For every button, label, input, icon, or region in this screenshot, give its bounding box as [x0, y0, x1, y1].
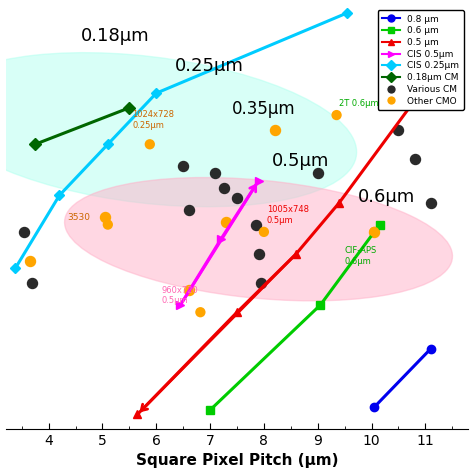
Other CMO [371, 228, 378, 236]
Text: 0.18μm: 0.18μm [81, 27, 149, 46]
Text: 0.25μm: 0.25μm [175, 57, 244, 75]
Other CMO [185, 286, 192, 294]
Ellipse shape [0, 53, 356, 207]
Point [197, 309, 204, 316]
Various CM [255, 250, 262, 257]
Various CM [185, 206, 192, 214]
Various CM [411, 155, 419, 163]
Point [104, 221, 111, 228]
Point [146, 140, 154, 148]
Various CM [212, 170, 219, 177]
Various CM [252, 221, 260, 228]
Text: CIF-APS
0.6μm: CIF-APS 0.6μm [345, 246, 377, 266]
Text: 0.5μm: 0.5μm [272, 152, 329, 170]
Legend: 0.8 μm, 0.6 μm, 0.5 μm, CIS 0.5μm, CIS 0.25μm, 0.18μm CM, Various CM, Other CMO: 0.8 μm, 0.6 μm, 0.5 μm, CIS 0.5μm, CIS 0… [378, 10, 464, 110]
Text: 1005x748
0.5μm: 1005x748 0.5μm [266, 205, 309, 225]
Text: 960x720
0.5μm: 960x720 0.5μm [162, 285, 199, 305]
Text: 1024x728
0.25μm: 1024x728 0.25μm [132, 110, 174, 130]
Point [260, 228, 268, 236]
Text: 0.6μm: 0.6μm [358, 188, 415, 206]
Various CM [381, 90, 389, 97]
Ellipse shape [64, 178, 453, 301]
Point [371, 228, 378, 236]
Various CM [233, 194, 241, 202]
Various CM [20, 228, 28, 236]
Various CM [314, 170, 321, 177]
Various CM [220, 184, 228, 192]
Various CM [257, 279, 265, 287]
Various CM [395, 126, 402, 134]
Text: 3530: 3530 [67, 213, 91, 222]
Other CMO [101, 213, 109, 221]
Point [333, 111, 340, 119]
X-axis label: Square Pixel Pitch (μm): Square Pixel Pitch (μm) [136, 454, 338, 468]
Other CMO [222, 218, 230, 226]
Other CMO [271, 126, 278, 134]
Other CMO [26, 257, 34, 265]
Text: 2T 0.6μm: 2T 0.6μm [339, 99, 379, 108]
Text: 0.35μm: 0.35μm [232, 100, 295, 118]
Various CM [179, 163, 187, 170]
Various CM [28, 279, 36, 287]
Various CM [427, 199, 435, 207]
